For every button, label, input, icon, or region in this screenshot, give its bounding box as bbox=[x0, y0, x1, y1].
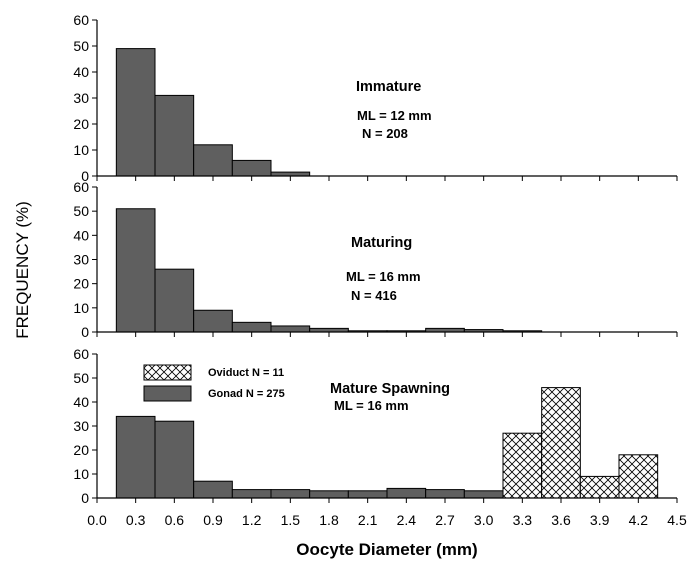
x-tick-label-0.0: 0.0 bbox=[87, 512, 107, 528]
panel-1-gonad-bar-1 bbox=[115, 48, 156, 177]
panel-3-gonad-bar-5 bbox=[270, 489, 311, 499]
panel-2-y-tick-label-10: 10 bbox=[73, 300, 89, 316]
panel-3-y-tick-label-0: 0 bbox=[81, 490, 89, 506]
panel-2-y-tick-label-0: 0 bbox=[81, 324, 89, 340]
x-tick-label-0.3: 0.3 bbox=[126, 512, 146, 528]
legend-label-gonad: Gonad N = 275 bbox=[208, 388, 285, 400]
panel-3-gonad-bar-4 bbox=[231, 489, 272, 499]
panel-2-y-tick-label-20: 20 bbox=[73, 276, 89, 292]
panel-2-y-tick-label-40: 40 bbox=[73, 227, 89, 243]
legend-swatch-oviduct bbox=[143, 364, 192, 381]
panel-1-gonad-bar-3 bbox=[193, 144, 233, 177]
panel-3-y-tick-label-30: 30 bbox=[73, 418, 89, 434]
panel-3-gonad-bar-10 bbox=[463, 490, 504, 499]
x-tick-label-2.4: 2.4 bbox=[397, 512, 417, 528]
panel-2-gonad-bar-1 bbox=[115, 208, 156, 333]
panel-3-y-tick-label-60: 60 bbox=[73, 346, 89, 362]
panel-3-oviduct-bar-1 bbox=[502, 432, 543, 499]
panel-1-y-tick-label-0: 0 bbox=[81, 168, 89, 184]
x-tick-label-4.5: 4.5 bbox=[667, 512, 687, 528]
legend-swatch-gonad bbox=[143, 385, 192, 402]
panel-2-note-ml: ML = 16 mm bbox=[346, 269, 421, 284]
panel-2-gonad-bar-4 bbox=[231, 321, 272, 333]
panel-3-gonad-bar-9 bbox=[425, 489, 465, 499]
panel-3-oviduct-bar-4 bbox=[618, 454, 659, 499]
panel-1-note-ml: ML = 12 mm bbox=[357, 108, 432, 123]
legend: Oviduct N = 11 Gonad N = 275 bbox=[143, 364, 285, 402]
panel-2-y-tick-label-60: 60 bbox=[73, 179, 89, 195]
x-tick-label-1.8: 1.8 bbox=[319, 512, 339, 528]
panel-1-y-tick-label-40: 40 bbox=[73, 64, 89, 80]
x-tick-label-0.9: 0.9 bbox=[203, 512, 223, 528]
panel-1-y-tick-label-50: 50 bbox=[73, 38, 89, 54]
panel-2-gonad-bar-3 bbox=[193, 309, 233, 333]
panel-3-y-tick-label-40: 40 bbox=[73, 394, 89, 410]
panel-3-y-tick-label-20: 20 bbox=[73, 442, 89, 458]
x-tick-label-3.3: 3.3 bbox=[513, 512, 533, 528]
x-tick-label-1.5: 1.5 bbox=[281, 512, 301, 528]
panel-1-gonad-bar-2 bbox=[154, 94, 195, 177]
panel-3-note-ml: ML = 16 mm bbox=[334, 398, 409, 413]
panel-1-title: Immature bbox=[356, 79, 421, 95]
panel-3-gonad-bar-1 bbox=[115, 415, 156, 499]
panel-3-y-tick-label-10: 10 bbox=[73, 466, 89, 482]
x-tick-label-2.1: 2.1 bbox=[358, 512, 378, 528]
panel-3-oviduct-bar-3 bbox=[579, 475, 620, 499]
panel-3-oviduct-bar-2 bbox=[541, 387, 581, 499]
panel-2-title: Maturing bbox=[351, 235, 412, 251]
panel-1-y-tick-label-10: 10 bbox=[73, 142, 89, 158]
panel-2-y-tick-label-50: 50 bbox=[73, 203, 89, 219]
x-tick-label-4.2: 4.2 bbox=[629, 512, 649, 528]
panel-1-y-tick-label-60: 60 bbox=[73, 12, 89, 28]
x-axis-title: Oocyte Diameter (mm) bbox=[296, 540, 477, 559]
panel-3-gonad-bar-6 bbox=[309, 490, 349, 499]
panel-3-title: Mature Spawning bbox=[330, 381, 450, 397]
legend-label-oviduct: Oviduct N = 11 bbox=[208, 367, 284, 379]
panel-3-gonad-bar-8 bbox=[386, 487, 427, 499]
x-tick-label-2.7: 2.7 bbox=[435, 512, 455, 528]
x-tick-label-0.6: 0.6 bbox=[165, 512, 185, 528]
y-axis-title: FREQUENCY (%) bbox=[13, 201, 32, 339]
panel-2-gonad-bar-2 bbox=[154, 268, 195, 333]
x-tick-label-1.2: 1.2 bbox=[242, 512, 262, 528]
panel-3-gonad-bar-7 bbox=[347, 490, 388, 499]
panel-1-gonad-bar-4 bbox=[231, 159, 272, 177]
x-tick-label-3.0: 3.0 bbox=[474, 512, 494, 528]
panel-3-y-tick-label-50: 50 bbox=[73, 370, 89, 386]
panel-1-y-tick-label-30: 30 bbox=[73, 90, 89, 106]
x-tick-label-3.9: 3.9 bbox=[590, 512, 610, 528]
panel-2-gonad-bar-5 bbox=[270, 325, 311, 333]
plot-layer: 0102030405060010203040506001020304050600… bbox=[73, 12, 687, 528]
panel-3-gonad-bar-3 bbox=[193, 480, 233, 499]
panel-2-y-tick-label-30: 30 bbox=[73, 252, 89, 268]
x-tick-label-3.6: 3.6 bbox=[551, 512, 571, 528]
panel-1-y-tick-label-20: 20 bbox=[73, 116, 89, 132]
panel-3-gonad-bar-2 bbox=[154, 420, 195, 499]
panel-1-note-n: N = 208 bbox=[362, 126, 408, 141]
panel-2-note-n: N = 416 bbox=[351, 288, 397, 303]
